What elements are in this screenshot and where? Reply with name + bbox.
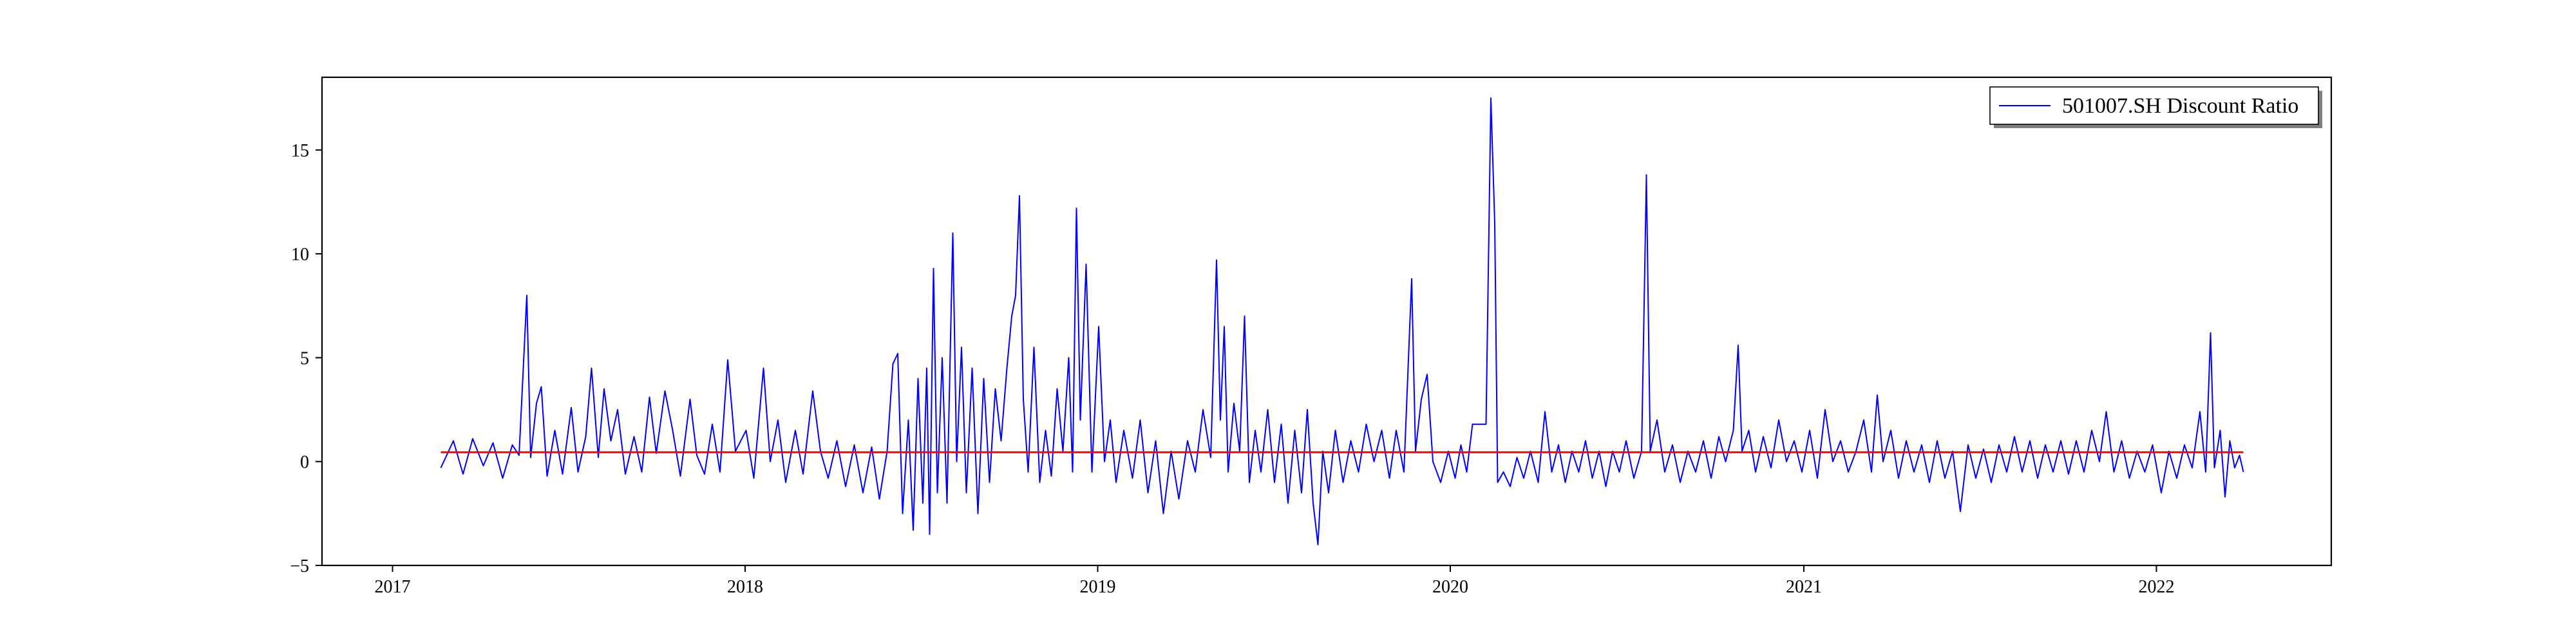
- x-tick-label: 2017: [375, 577, 411, 597]
- x-tick-label: 2021: [1786, 577, 1822, 597]
- plot-area-frame: [321, 76, 2333, 567]
- x-tick-label: 2020: [1432, 577, 1468, 597]
- x-tick-label: 2022: [2139, 577, 2175, 597]
- series-layer: [440, 97, 2244, 545]
- series-line-discount-ratio: [440, 97, 2244, 545]
- x-tick-label: 2018: [727, 577, 763, 597]
- axes-layer: 2017 2018 2019 2020 2021 2022 −5 0 5 10 15: [290, 141, 2174, 597]
- x-tick-label: 2019: [1080, 577, 1116, 597]
- legend-label-discount-ratio: 501007.SH Discount Ratio: [2062, 94, 2298, 118]
- y-tick-label: 5: [300, 348, 309, 368]
- y-tick-label: 0: [300, 453, 309, 473]
- y-tick-label: 10: [291, 245, 309, 265]
- y-tick-label: 15: [291, 141, 309, 161]
- y-tick-label: −5: [290, 556, 309, 576]
- legend: 501007.SH Discount Ratio: [1989, 86, 2322, 128]
